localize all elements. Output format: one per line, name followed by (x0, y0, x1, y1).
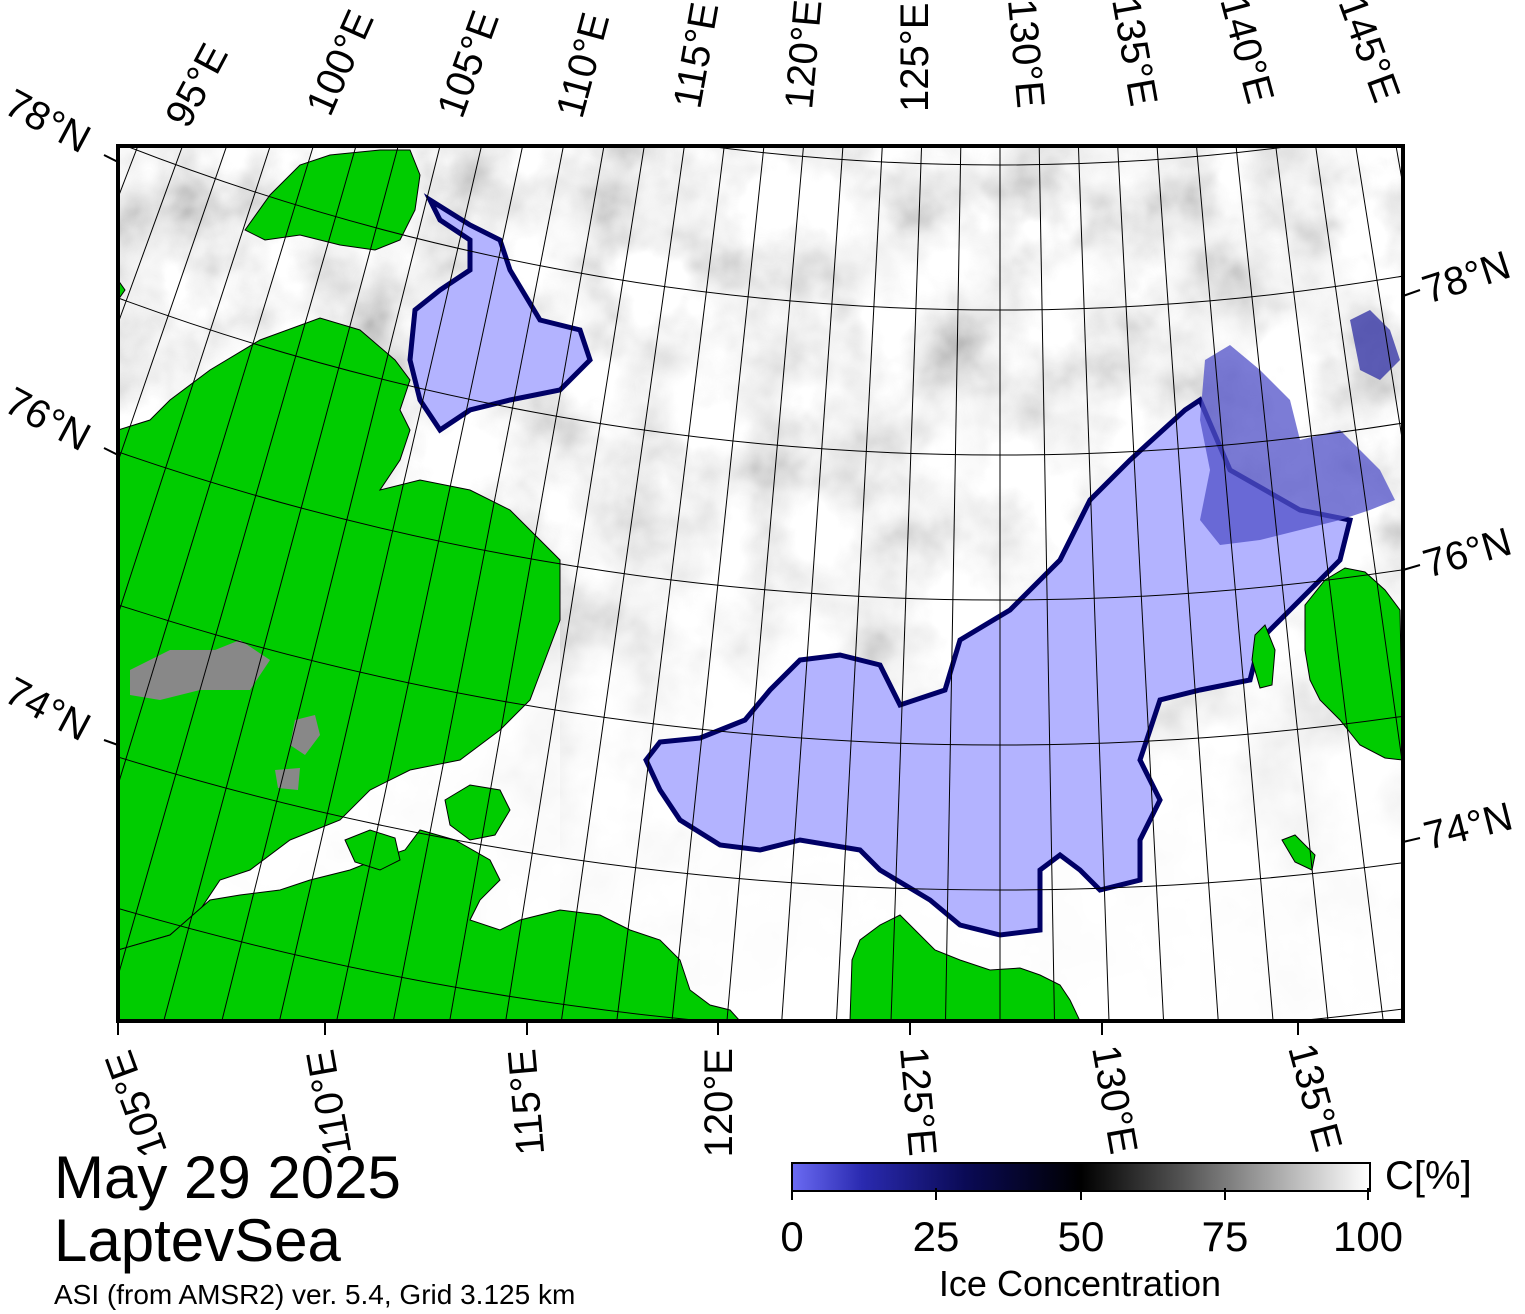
colorbar-tick (1224, 1188, 1226, 1200)
colorbar-title: Ice Concentration (938, 1263, 1222, 1304)
map-date: May 29 2025 (54, 1144, 401, 1211)
data-source: ASI (from AMSR2) ver. 5.4, Grid 3.125 km (54, 1279, 576, 1310)
meridian-line (1077, 146, 1110, 1021)
meridian-line (221, 146, 441, 1021)
bottom-lon-label: 110°E (299, 1046, 361, 1158)
meridian-line (0, 0, 36, 956)
bottom-lon-label: 115°E (500, 1047, 553, 1157)
land-taymyr-peninsula (118, 317, 561, 951)
land-unmapped-taymyr (130, 640, 270, 700)
top-lon-label: 140°E (1211, 0, 1282, 108)
meridian-line (1156, 146, 1219, 1021)
colorbar-tick-label: 100 (1332, 1213, 1404, 1260)
top-lon-label: 135°E (1103, 0, 1165, 109)
colorbar-tick-label: 0 (780, 1213, 804, 1260)
top-lon-label: 100°E (298, 4, 383, 122)
parallel-line (706, 146, 1294, 165)
left-lat-label: 78°N (0, 81, 97, 162)
meridian-line (1235, 146, 1329, 1021)
bottom-lon-label: 125°E (891, 1045, 944, 1158)
top-lon-label: 115°E (666, 0, 728, 112)
meridian-line (118, 146, 357, 978)
meridian-line (835, 146, 883, 1021)
colorbar-tick (1080, 1188, 1082, 1200)
top-lon-label: 95°E (157, 37, 237, 135)
meridian-line (1275, 146, 1384, 1021)
meridian-line (1495, 44, 1525, 1213)
colorbar-tick-label: 25 (912, 1213, 960, 1260)
meridian-line (392, 146, 564, 1021)
colorbar-unit: C[%] (1385, 1154, 1472, 1198)
meridian-line (890, 146, 923, 1021)
colorbar-tick (935, 1188, 937, 1200)
meridian-line (505, 146, 645, 1021)
ice-concentration-colorbar (791, 1162, 1371, 1192)
top-lon-label: 105°E (429, 5, 508, 123)
bottom-lon-label: 130°E (1083, 1042, 1145, 1157)
top-lon-label: 120°E (777, 0, 830, 111)
meridian-line (336, 146, 524, 1021)
meridian-line (118, 146, 184, 325)
top-lon-label: 145°E (1330, 0, 1409, 108)
meridian-line (1457, 52, 1525, 1226)
land-mainland-south (118, 829, 741, 1021)
meridian-line (671, 146, 765, 1021)
meridian-line (118, 146, 228, 464)
right-lat-label: 74°N (1420, 794, 1517, 858)
meridian-line (118, 146, 271, 617)
meridian-line (449, 146, 605, 1021)
meridian-line (560, 146, 685, 1021)
region-name: LaptevSea (54, 1207, 341, 1274)
top-lon-label: 130°E (999, 0, 1052, 110)
colorbar-tick (1367, 1188, 1369, 1200)
meridian-line (726, 146, 805, 1021)
colorbar-tick (791, 1188, 793, 1200)
top-lon-label: 125°E (893, 3, 937, 112)
land-island-bay (444, 784, 511, 841)
land-new-siberian-islands (1304, 567, 1403, 761)
meridian-line (163, 146, 399, 1021)
meridian-line (0, 0, 1, 929)
meridian-line (1117, 146, 1165, 1021)
meridian-line (1038, 146, 1055, 1021)
bottom-lon-label: 135°E (1279, 1039, 1350, 1156)
colorbar-tick-label: 50 (1057, 1213, 1105, 1260)
meridian-line (945, 146, 962, 1021)
meridian-line (1195, 146, 1274, 1021)
meridian-line (118, 146, 314, 787)
top-lon-label: 110°E (548, 8, 618, 122)
bottom-lon-label: 120°E (697, 1048, 741, 1157)
meridian-line (0, 0, 105, 1006)
meridian-line (1355, 146, 1403, 448)
land-lena-delta (849, 914, 1081, 1021)
meridian-line (616, 146, 725, 1021)
left-lat-label: 76°N (0, 379, 97, 460)
colorbar-tick-label: 75 (1201, 1213, 1249, 1260)
meridian-line (781, 146, 844, 1021)
map-frame (116, 144, 1405, 1023)
open-water-northwest (407, 193, 593, 434)
top-longitude-labels: 95°E 100°E 105°E 110°E 115°E 120°E 125°E… (157, 0, 1408, 134)
meridian-line (1315, 146, 1403, 772)
right-lat-label: 76°N (1418, 520, 1516, 587)
right-lat-label: 78°N (1417, 243, 1516, 312)
left-lat-label: 74°N (0, 669, 97, 750)
meridian-line (278, 146, 482, 1021)
meridian-line (1420, 60, 1525, 1238)
